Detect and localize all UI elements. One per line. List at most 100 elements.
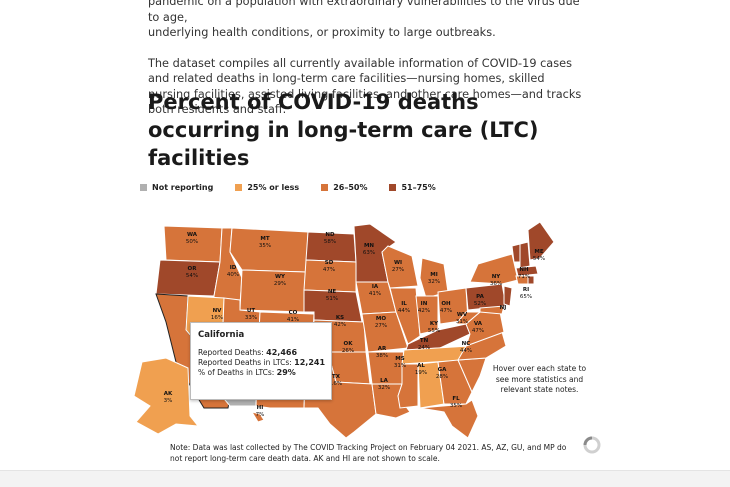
tooltip-rows: Reported Deaths: 42,466 Reported Deaths … (198, 348, 325, 378)
state-MD[interactable] (479, 305, 505, 315)
label-TN-pct: 24% (418, 345, 430, 351)
label-AR-abbr: AR (378, 346, 387, 352)
legend-swatch-high (389, 184, 397, 191)
state-RI[interactable] (527, 275, 535, 285)
state-NH[interactable] (519, 241, 531, 269)
state-ME[interactable] (527, 221, 555, 261)
legend-swatch-mid (321, 184, 329, 191)
label-MI-pct: 32% (428, 279, 440, 285)
state-FL[interactable] (419, 399, 479, 439)
state-VT[interactable] (511, 243, 521, 263)
tooltip-pct-label: % of Deaths in LTCs: (198, 368, 275, 377)
state-MI[interactable] (419, 257, 449, 299)
tooltip-row-deaths: Reported Deaths: 42,466 (198, 348, 325, 358)
state-IL[interactable] (389, 287, 421, 345)
label-HI-abbr: HI (257, 405, 264, 411)
state-NJ[interactable] (503, 285, 513, 307)
label-WY-abbr: WY (275, 274, 286, 280)
state-tooltip: California Reported Deaths: 42,466 Repor… (190, 322, 332, 400)
label-NH-pct: 71% (518, 274, 530, 280)
label-MT-abbr: MT (260, 236, 269, 242)
label-TX-pct: 16% (330, 381, 342, 387)
label-MO-abbr: MO (376, 316, 386, 322)
tooltip-ltc-label: Reported Deaths in LTCs: (198, 358, 292, 367)
state-MA[interactable] (515, 265, 539, 277)
label-NY-abbr: NY (492, 274, 502, 280)
label-AK-pct: 3% (164, 398, 173, 404)
label-SD-abbr: SD (325, 260, 334, 266)
label-LA-pct: 32% (378, 385, 390, 391)
legend-label-mid: 26–50% (333, 183, 368, 192)
state-NY[interactable] (469, 253, 519, 285)
intro-text: pandemic on a population with extraordin… (148, 0, 588, 133)
label-TX-abbr: TX (332, 374, 341, 380)
label-UT-abbr: UT (247, 308, 255, 314)
label-MN-abbr: MN (364, 243, 374, 249)
label-ME-abbr: ME (534, 249, 543, 255)
label-ME-pct: 54% (533, 256, 545, 262)
state-WY[interactable] (239, 269, 307, 313)
hover-instructions: Hover over each state to see more statis… (492, 364, 587, 394)
label-ND-abbr: ND (325, 232, 335, 238)
intro-paragraph-1: pandemic on a population with extraordin… (148, 0, 588, 41)
label-IA-pct: 41% (369, 291, 381, 297)
legend-item-not-reporting: Not reporting (140, 183, 213, 192)
label-VA-abbr: VA (474, 321, 483, 327)
label-RI-pct: 65% (520, 294, 532, 300)
label-OH-abbr: OH (441, 301, 451, 307)
label-IN-abbr: IN (421, 301, 428, 307)
label-TN-abbr: TN (420, 338, 429, 344)
label-RI-abbr: RI (523, 287, 529, 293)
label-OR-abbr: OR (188, 266, 198, 272)
label-GA-pct: 28% (436, 374, 448, 380)
bottom-bar (0, 470, 730, 487)
data-note: Note: Data was last collected by The COV… (170, 443, 567, 463)
label-WA-abbr: WA (187, 232, 198, 238)
label-AL-abbr: AL (417, 363, 425, 369)
label-KY-pct: 55% (428, 328, 440, 334)
legend-label-low: 25% or less (247, 183, 300, 192)
label-ND-pct: 58% (324, 239, 336, 245)
label-ID-pct: 40% (227, 272, 239, 278)
state-AK[interactable] (133, 357, 200, 435)
tooltip-deaths-label: Reported Deaths: (198, 348, 264, 357)
label-NV-abbr: NV (213, 308, 223, 314)
label-UT-pct: 33% (245, 315, 257, 321)
label-IL-abbr: IL (401, 301, 407, 307)
legend-swatch-low (235, 184, 243, 191)
label-MN-pct: 63% (363, 250, 375, 256)
label-NY-pct: 36% (490, 281, 502, 287)
label-MS-abbr: MS (395, 356, 404, 362)
label-WY-pct: 29% (274, 281, 286, 287)
state-WV[interactable] (454, 311, 482, 325)
label-IA-abbr: IA (372, 284, 379, 290)
label-WV-pct: 31% (456, 319, 468, 325)
legend-swatch-not-reporting (140, 184, 147, 191)
legend-label-high: 51–75% (401, 183, 436, 192)
tooltip-state-name: California (198, 330, 245, 340)
state-MT[interactable] (229, 227, 309, 273)
state-GA[interactable] (437, 359, 473, 405)
label-MO-pct: 27% (375, 323, 387, 329)
label-OR-pct: 54% (186, 273, 198, 279)
label-OK-abbr: OK (344, 341, 354, 347)
state-PA[interactable] (465, 283, 507, 311)
state-HI[interactable] (250, 411, 265, 423)
label-GA-abbr: GA (438, 367, 448, 373)
label-NC-pct: 44% (460, 348, 472, 354)
tooltip-pct-value: 29% (276, 368, 296, 377)
label-NC-abbr: NC (462, 341, 471, 347)
intro-line-2: underlying health conditions, or proximi… (148, 26, 496, 39)
label-PA-pct: 52% (474, 301, 486, 307)
label-MT-pct: 35% (259, 243, 271, 249)
chart-title: Percent of COVID-19 deaths occurring in … (148, 90, 539, 170)
legend-item-high: 51–75% (389, 183, 436, 192)
label-SD-pct: 47% (323, 267, 335, 273)
label-OH-pct: 47% (440, 308, 452, 314)
label-CO-abbr: CO (289, 310, 298, 316)
label-CO-pct: 41% (287, 317, 299, 323)
legend-label-not-reporting: Not reporting (152, 183, 214, 192)
intro-line-1: pandemic on a population with extraordin… (148, 0, 580, 24)
label-WA-pct: 50% (186, 239, 198, 245)
loading-spinner-icon (583, 436, 601, 454)
